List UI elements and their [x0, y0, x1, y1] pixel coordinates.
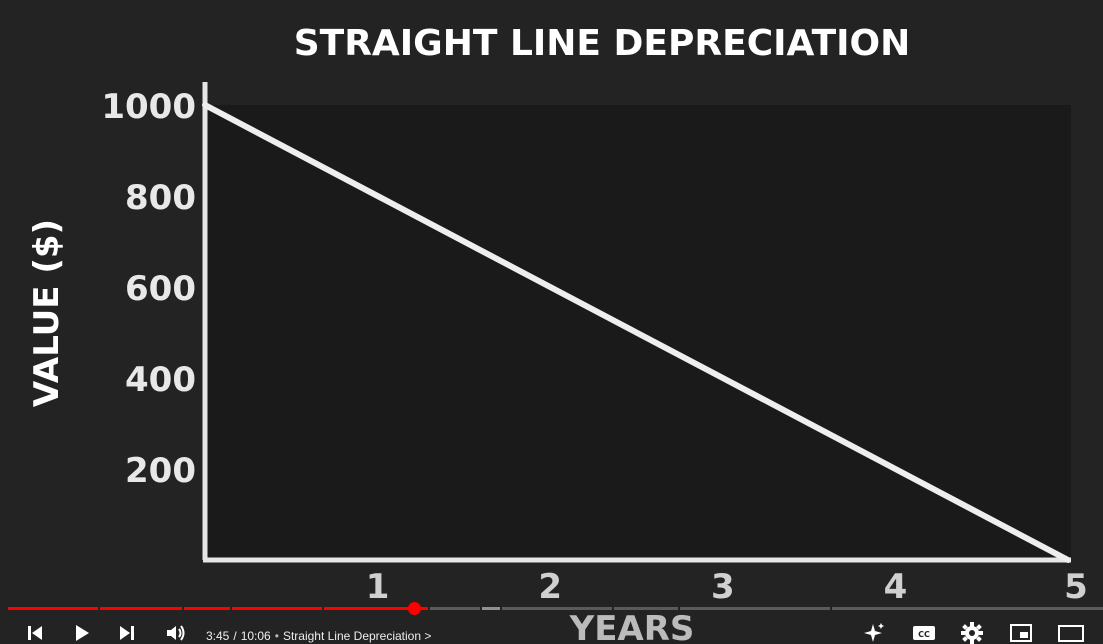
time-display: 3:45 / 10:06 • Straight Line Depreciatio… — [206, 629, 431, 643]
y-tick-label: 200 — [125, 451, 196, 491]
chapter-segment[interactable] — [100, 607, 182, 610]
x-tick-label: 5 — [1064, 567, 1088, 607]
y-tick-label: 600 — [125, 269, 196, 309]
chapter-segment[interactable] — [232, 607, 322, 610]
x-tick-label: 2 — [538, 567, 562, 607]
chapter-segment[interactable] — [832, 607, 1103, 610]
scrubber-handle[interactable] — [408, 602, 422, 615]
chart-title: STRAIGHT LINE DEPRECIATION — [294, 23, 911, 64]
chapter-segment[interactable] — [184, 607, 230, 610]
chapter-title-button[interactable]: Straight Line Depreciation > — [283, 629, 431, 643]
play-icon[interactable] — [68, 622, 94, 644]
series-layer — [202, 102, 1071, 563]
chapter-segment[interactable] — [8, 607, 98, 610]
captions-icon[interactable]: CC — [910, 622, 938, 644]
player-controls: 3:45 / 10:06 • Straight Line Depreciatio… — [0, 618, 1103, 644]
chapter-segment[interactable] — [502, 607, 612, 610]
chapter-segment[interactable] — [614, 607, 678, 610]
miniplayer-icon[interactable] — [1007, 622, 1035, 644]
chapter-segment-current[interactable] — [430, 607, 480, 610]
y-axis-label: VALUE ($) — [27, 219, 67, 407]
chevron-right-icon: > — [424, 629, 432, 643]
chapter-segment[interactable] — [324, 607, 428, 610]
buffered-segment — [482, 607, 500, 610]
depreciation-line — [202, 102, 1071, 563]
skip-previous-icon[interactable] — [22, 622, 48, 644]
y-tick-label: 400 — [125, 360, 196, 400]
y-tick-label: 800 — [125, 178, 196, 218]
chapter-title: Straight Line Depreciation — [282, 629, 422, 643]
x-tick-label: 3 — [711, 567, 735, 607]
y-tick-labels: 1000 800 600 400 200 — [101, 87, 196, 491]
gear-icon[interactable] — [958, 622, 986, 644]
progress-bar[interactable] — [8, 602, 1103, 615]
captions-label: CC — [918, 630, 930, 639]
x-tick-label: 4 — [884, 567, 908, 607]
current-time: 3:45 — [206, 629, 230, 643]
volume-icon[interactable] — [162, 622, 190, 644]
sparkle-icon[interactable] — [860, 622, 888, 644]
skip-next-icon[interactable] — [114, 622, 140, 644]
chapter-dot: • — [274, 629, 279, 643]
x-tick-label: 1 — [366, 567, 390, 607]
x-axis-label: YEARS — [569, 609, 695, 644]
total-time: 10:06 — [240, 629, 271, 643]
time-separator: / — [233, 629, 237, 643]
y-tick-label: 1000 — [101, 87, 196, 127]
x-tick-labels: 1 2 3 4 5 — [366, 567, 1088, 607]
chapter-segment[interactable] — [680, 607, 830, 610]
theater-mode-icon[interactable] — [1055, 622, 1087, 644]
